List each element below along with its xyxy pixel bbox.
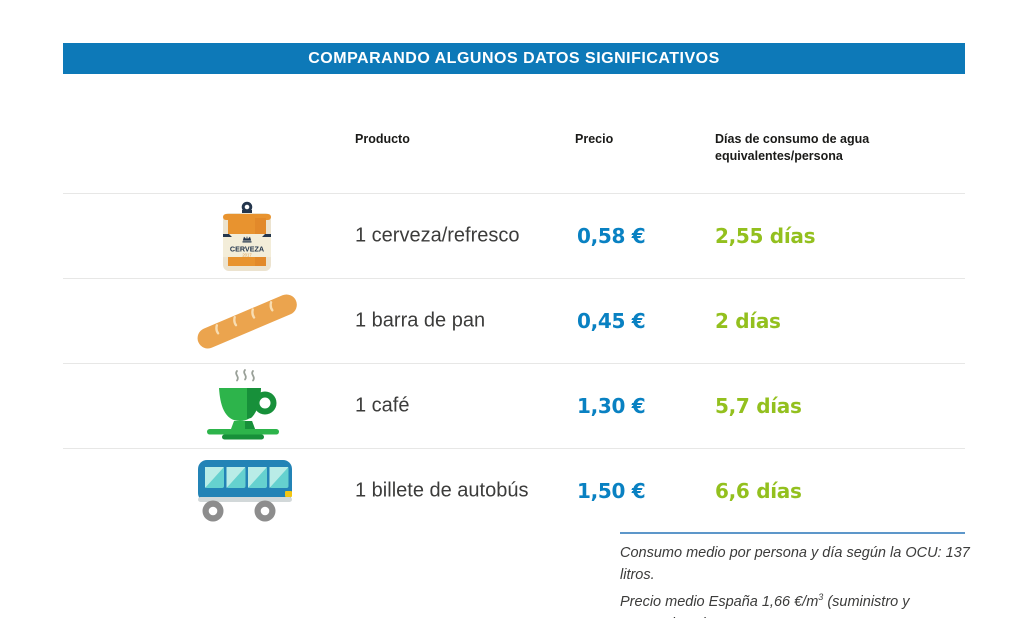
column-header-producto: Producto	[355, 132, 410, 146]
price-value: 0,45 €	[577, 309, 646, 333]
footnote-line2: Precio medio España 1,66 €/m	[620, 593, 819, 610]
column-header-precio: Precio	[575, 132, 614, 146]
table-row: 1 café 1,30 € 5,7 días	[63, 363, 965, 448]
days-value: 2,55 días	[715, 224, 816, 248]
bus-icon	[198, 460, 292, 522]
table-row: 1 billete de autobús 1,50 € 6,6 días	[63, 448, 965, 533]
page-title: COMPARANDO ALGUNOS DATOS SIGNIFICATIVOS	[308, 49, 720, 67]
price-value: 1,30 €	[577, 394, 646, 418]
table-row: CERVEZA 2017 1 cerveza/refresco 0,58 € 2…	[63, 193, 965, 278]
product-label: 1 cerveza/refresco	[355, 224, 520, 247]
price-value: 0,58 €	[577, 224, 646, 248]
price-value: 1,50 €	[577, 479, 646, 503]
product-label: 1 barra de pan	[355, 309, 486, 332]
product-icon-cell	[192, 279, 302, 363]
product-label: 1 billete de autobús	[355, 479, 529, 502]
product-icon-cell	[192, 449, 302, 533]
column-header-dias: Días de consumo de agua equivalentes/per…	[715, 132, 870, 163]
product-label: 1 café	[355, 394, 410, 417]
beer-can-icon: CERVEZA 2017	[223, 201, 271, 271]
beer-can-brand-label: CERVEZA	[230, 245, 264, 254]
coffee-cup-icon	[207, 369, 279, 440]
footnote-line1: Consumo medio por persona y día según la…	[620, 545, 970, 583]
baguette-icon	[197, 294, 297, 349]
footnote-superscript: 3	[818, 592, 824, 602]
days-value: 2 días	[715, 309, 781, 333]
days-value: 5,7 días	[715, 394, 802, 418]
footnote: Consumo medio por persona y día según la…	[620, 542, 980, 618]
product-icon-cell	[192, 364, 302, 448]
product-icon-cell: CERVEZA 2017	[192, 194, 302, 278]
footnote-line2-end: (suministro y saneamiento).	[620, 593, 910, 618]
beer-can-year-label: 2017	[242, 253, 252, 258]
title-bar: COMPARANDO ALGUNOS DATOS SIGNIFICATIVOS	[63, 43, 965, 74]
days-value: 6,6 días	[715, 479, 802, 503]
footnote-divider	[620, 532, 965, 534]
table-row: 1 barra de pan 0,45 € 2 días	[63, 278, 965, 363]
